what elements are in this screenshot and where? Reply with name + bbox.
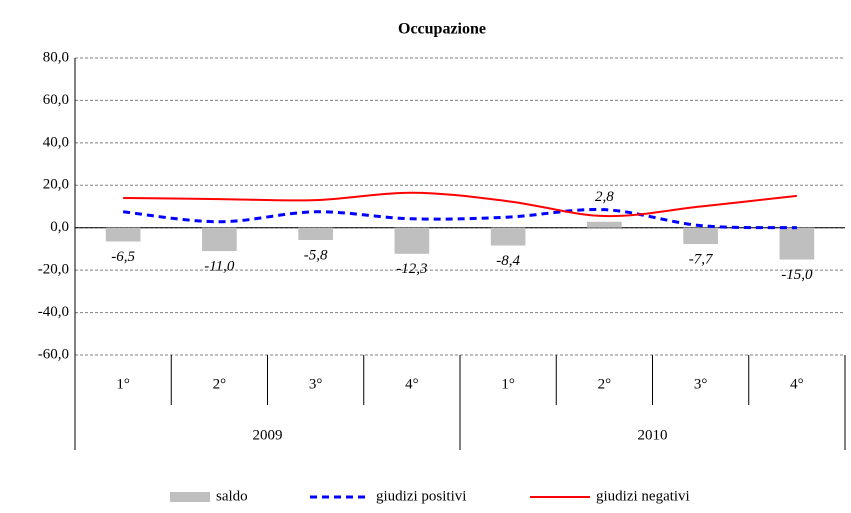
bar [683,227,718,245]
x-tick-label: 1° [116,376,130,392]
chart-title: Occupazione [398,21,486,38]
legend-label: saldo [216,488,248,504]
x-group-label: 2009 [253,427,283,443]
y-tick-label: -20,0 [38,262,69,278]
x-tick-label: 2° [598,376,612,392]
value-label: -6,5 [111,249,135,265]
bar [105,227,141,242]
y-tick-label: 60,0 [43,92,69,108]
y-tick-label: 20,0 [43,177,69,193]
bar [779,227,815,260]
y-tick-label: 80,0 [43,49,69,65]
x-tick-label: 3° [694,376,708,392]
y-tick-label: -60,0 [38,346,69,362]
bar [394,227,430,254]
y-tick-label: -40,0 [38,304,69,320]
value-label: -5,8 [304,247,328,263]
legend-swatch [170,492,210,502]
x-tick-label: 3° [309,376,323,392]
x-tick-label: 4° [790,376,804,392]
legend-label: giudizi positivi [376,488,466,504]
value-label: 2,8 [595,189,614,205]
value-label: -11,0 [204,258,235,274]
bar [490,227,526,246]
x-tick-label: 4° [405,376,419,392]
legend-label: giudizi negativi [596,488,690,504]
bar [298,227,333,241]
line [123,191,797,218]
x-tick-label: 2° [213,376,227,392]
x-tick-label: 1° [501,376,515,392]
value-label: -8,4 [496,253,520,269]
line [122,208,797,230]
value-label: -7,7 [689,251,714,267]
value-label: -15,0 [781,267,813,283]
bar [587,221,622,228]
value-label: -12,3 [396,261,427,277]
x-group-label: 2010 [638,427,668,443]
y-tick-label: 0,0 [50,219,69,235]
y-tick-label: 40,0 [43,134,69,150]
bar [202,227,237,252]
